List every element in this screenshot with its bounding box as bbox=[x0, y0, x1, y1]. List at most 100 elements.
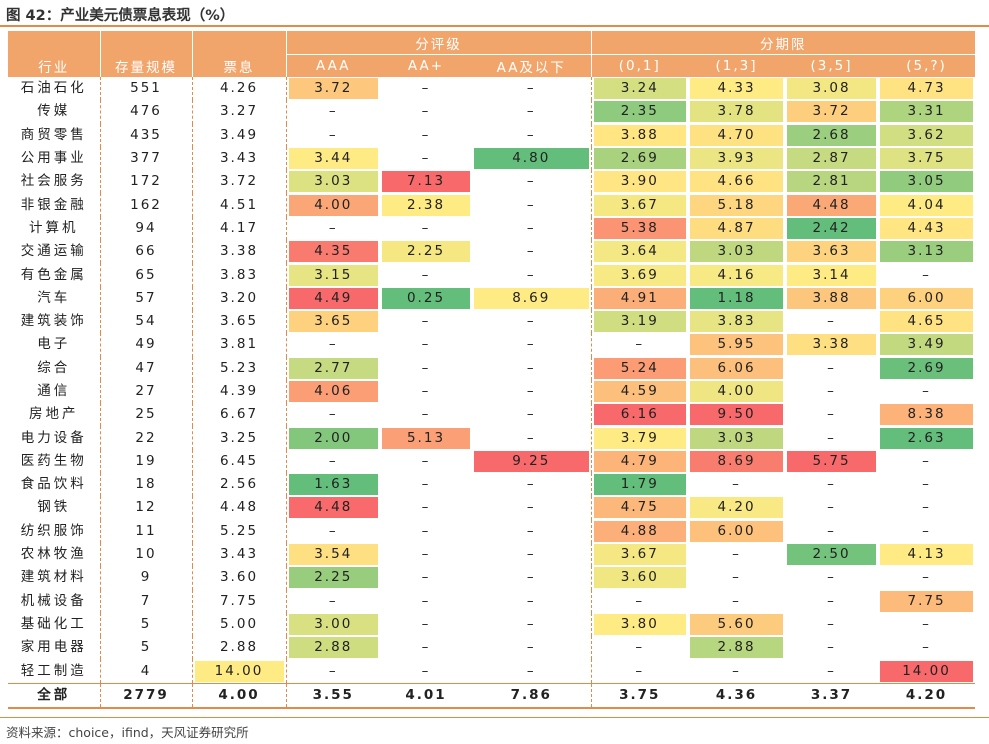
aa-below-cell: – bbox=[472, 473, 591, 496]
cell-value: 4.43 bbox=[880, 217, 974, 239]
cell-value: 57 bbox=[135, 289, 157, 306]
cell-value: 2.69 bbox=[593, 148, 687, 170]
cell-value: 汽车 bbox=[37, 289, 71, 306]
table-row: 计算机 94 4.17 – – – 5.38 4.87 2.42 4.43 bbox=[8, 216, 975, 241]
cell-value: – bbox=[922, 569, 931, 586]
cell-value: 4.26 bbox=[219, 80, 259, 97]
cell-value: 3.03 bbox=[690, 427, 784, 449]
cell-value: 4.36 bbox=[715, 686, 758, 703]
size-cell: 11 bbox=[99, 519, 192, 543]
industry-cell: 综合 bbox=[8, 357, 100, 380]
term-3-5-cell: 4.48 bbox=[785, 193, 878, 216]
cell-value: 4.39 bbox=[219, 383, 259, 399]
cell-value: – bbox=[827, 522, 836, 539]
aaa-cell: 3.72 bbox=[285, 77, 380, 101]
table-row: 轻工制造 4 14.00 – – – – – – 14.00 bbox=[8, 659, 975, 684]
aa-plus-cell: – bbox=[380, 566, 472, 589]
cell-value: 6.00 bbox=[690, 520, 784, 542]
cell-value: 7.75 bbox=[219, 592, 259, 609]
industry-cell: 食品饮料 bbox=[8, 473, 100, 496]
term-1-3-cell: 3.03 bbox=[688, 240, 785, 263]
aa-below-cell: – bbox=[472, 543, 591, 566]
industry-cell: 通信 bbox=[8, 380, 100, 403]
cell-value: 18 bbox=[135, 476, 157, 493]
cell-value: 轻工制造 bbox=[20, 662, 87, 679]
table-row: 社会服务 172 3.72 3.03 7.13 – 3.90 4.66 2.81 3.05 bbox=[8, 170, 975, 194]
cell-value: 3.49 bbox=[219, 126, 259, 143]
size-cell: 435 bbox=[99, 123, 192, 147]
aa-plus-cell: – bbox=[380, 147, 472, 170]
aa-below-cell: – bbox=[472, 426, 591, 449]
table-row: 石油石化 551 4.26 3.72 – – 3.24 4.33 3.08 4.73 bbox=[8, 77, 975, 101]
size-cell: 22 bbox=[99, 426, 192, 450]
cell-value: – bbox=[421, 150, 431, 167]
cell-value: 3.93 bbox=[690, 148, 784, 170]
term-5-plus-cell: 4.65 bbox=[878, 310, 975, 333]
cell-value: – bbox=[421, 80, 431, 97]
cell-value: 2.56 bbox=[219, 476, 259, 493]
cell-value: 162 bbox=[130, 196, 162, 213]
cell-value: – bbox=[635, 592, 645, 609]
size-cell: 162 bbox=[99, 193, 192, 217]
aa-below-cell: – bbox=[472, 333, 591, 356]
aa-plus-cell: – bbox=[380, 543, 472, 566]
cell-value: 4.17 bbox=[219, 219, 259, 236]
aa-below-cell: – bbox=[472, 357, 591, 380]
cell-value: 3.15 bbox=[288, 264, 378, 286]
size-cell: 25 bbox=[99, 403, 192, 427]
aa-plus-cell: – bbox=[380, 357, 472, 380]
term-1-3-cell: 9.50 bbox=[688, 403, 785, 426]
cell-value: 8.69 bbox=[474, 287, 589, 309]
cell-value: 3.62 bbox=[880, 124, 974, 146]
coupon-cell: 3.38 bbox=[191, 240, 286, 264]
term-1-3-cell: 4.00 bbox=[688, 380, 785, 403]
column-header: 行业 bbox=[8, 54, 100, 77]
cell-value: 房地产 bbox=[29, 406, 79, 423]
cell-value: – bbox=[827, 639, 836, 656]
cell-value: 4.51 bbox=[219, 196, 259, 213]
size-cell: 9 bbox=[99, 566, 192, 590]
cell-value: 9 bbox=[140, 569, 152, 586]
header-row-columns: 行业 存量规模 票息 AAA AA+ AA及以下 (0,1] (1,3] (3,… bbox=[8, 54, 976, 77]
cell-value: – bbox=[732, 569, 741, 586]
size-cell: 49 bbox=[99, 333, 192, 357]
term-3-5-cell: 3.88 bbox=[785, 287, 878, 310]
cell-value: – bbox=[827, 476, 836, 493]
aa-plus-cell: 4.01 bbox=[380, 682, 472, 710]
aaa-cell: 3.03 bbox=[285, 170, 380, 194]
table-row: 家用电器 5 2.88 2.88 – – – 2.88 – – bbox=[8, 636, 975, 660]
aaa-cell: 2.00 bbox=[285, 426, 380, 450]
cell-value: 4.00 bbox=[690, 381, 784, 402]
coupon-cell: 3.27 bbox=[191, 100, 286, 124]
column-header: 票息 bbox=[191, 54, 286, 77]
term-0-1-cell: 5.38 bbox=[590, 216, 689, 241]
size-cell: 19 bbox=[99, 449, 192, 474]
term-0-1-cell: 3.24 bbox=[590, 77, 689, 101]
size-cell: 172 bbox=[99, 170, 192, 194]
coupon-cell: 4.39 bbox=[191, 379, 286, 404]
coupon-cell: 3.49 bbox=[191, 123, 286, 147]
cell-value: 非银金融 bbox=[20, 196, 87, 213]
aaa-cell: – bbox=[285, 216, 380, 241]
aa-plus-cell: – bbox=[380, 124, 472, 147]
term-1-3-cell: 5.60 bbox=[688, 613, 785, 636]
aa-plus-cell: – bbox=[380, 520, 472, 543]
term-5-plus-cell: 4.13 bbox=[878, 543, 975, 566]
cell-value: 5.60 bbox=[690, 613, 784, 635]
cell-value: 10 bbox=[135, 546, 157, 563]
cell-value: 4.65 bbox=[880, 311, 974, 333]
aa-below-cell: – bbox=[472, 636, 591, 659]
cell-value: – bbox=[827, 359, 836, 376]
coupon-cell: 2.88 bbox=[191, 636, 286, 660]
cell-value: – bbox=[922, 522, 931, 539]
cell-value: 7.86 bbox=[510, 686, 552, 703]
term-0-1-cell: – bbox=[590, 589, 689, 613]
term-5-plus-cell: – bbox=[878, 613, 975, 636]
coupon-cell: 5.00 bbox=[191, 612, 286, 637]
cell-value: 4.59 bbox=[593, 381, 687, 402]
column-header: AA及以下 bbox=[472, 54, 592, 77]
term-1-3-cell: – bbox=[688, 473, 785, 496]
term-3-5-cell: – bbox=[785, 636, 878, 659]
coupon-cell: 3.65 bbox=[191, 309, 286, 334]
term-5-plus-cell: – bbox=[878, 450, 975, 473]
